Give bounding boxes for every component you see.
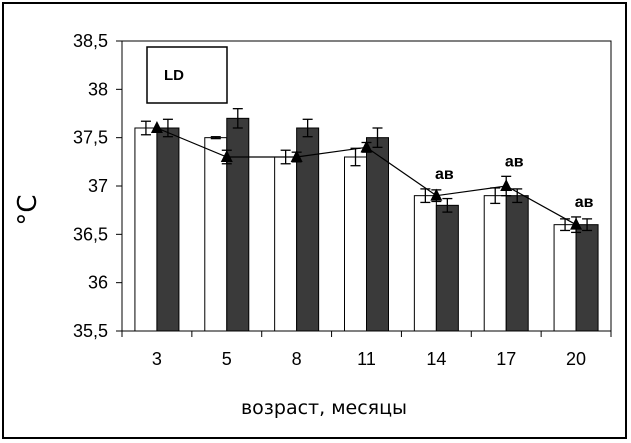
plot-area: 35,5 36 36,5 37 37,5 38 38,5 3 5 8 11 14 17 20 ав ав ав	[73, 31, 612, 369]
bar-white	[413, 195, 437, 332]
bar-dark	[575, 224, 599, 332]
legend-box	[146, 46, 228, 104]
bar-dark	[435, 204, 459, 332]
y-tick-label: 36	[88, 273, 108, 293]
x-tick-label: 20	[566, 349, 586, 369]
bar-white	[204, 137, 228, 332]
x-tick-label: 5	[222, 349, 232, 369]
line-marker	[150, 121, 163, 133]
bar-white	[344, 156, 367, 332]
line-marker	[220, 150, 233, 162]
bar-white	[483, 195, 507, 332]
x-tick-label: 17	[496, 349, 516, 369]
line-marker	[290, 150, 303, 162]
y-tick-label: 37	[88, 176, 108, 196]
bar-white	[134, 127, 158, 332]
annotation-label: ав	[575, 194, 594, 211]
bar-dark	[156, 127, 180, 332]
y-tick-label: 38,5	[73, 31, 108, 51]
x-axis-label: возраст, месяцы	[241, 397, 407, 419]
line-marker	[500, 179, 513, 191]
y-tick-label: 38	[88, 79, 108, 99]
annotation-label: ав	[435, 166, 454, 183]
x-tick-label: 8	[292, 349, 302, 369]
line-marker	[430, 188, 443, 201]
line-marker	[570, 217, 583, 230]
line-marker	[360, 140, 373, 153]
legend-box-label: LD	[164, 67, 184, 84]
y-axis-label: °C	[13, 194, 43, 225]
x-tick-label: 14	[426, 349, 446, 369]
y-tick-label: 37,5	[73, 128, 108, 148]
bar-white	[274, 156, 298, 332]
x-tick-label: 3	[152, 349, 162, 369]
bar-white	[553, 224, 577, 332]
x-tick-label: 11	[357, 349, 376, 369]
bar-dark	[366, 137, 389, 332]
y-tick-label: 35,5	[73, 321, 108, 341]
annotation-label: ав	[505, 153, 524, 170]
bar-dark	[505, 195, 529, 332]
y-tick-label: 36,5	[73, 224, 108, 244]
